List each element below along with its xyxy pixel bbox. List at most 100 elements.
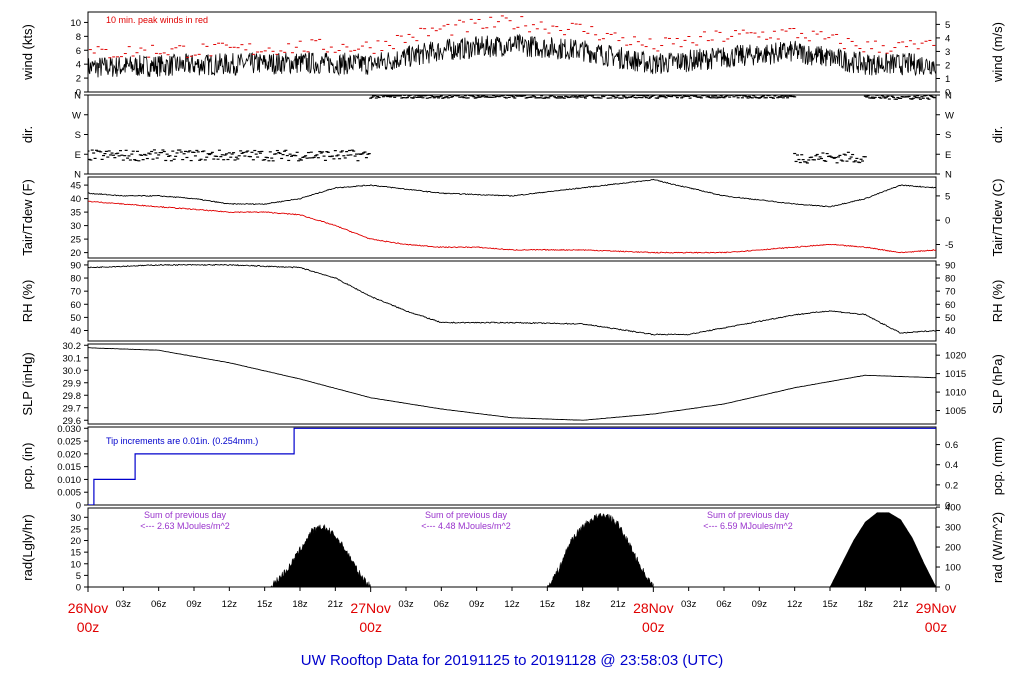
temp-tdew-line xyxy=(88,200,936,254)
wind-right-tick-label: 1 xyxy=(945,74,950,85)
slp-left-tick-label: 29.7 xyxy=(63,403,82,414)
day-label-date: 29Nov xyxy=(916,600,956,616)
slp-left-tick-label: 29.8 xyxy=(63,391,82,402)
day-label-hour: 00z xyxy=(925,619,948,635)
pcp-right-tick-label: 0.6 xyxy=(945,440,958,451)
temp-left-tick-label: 25 xyxy=(70,235,81,246)
hour-tick-label: 06z xyxy=(716,599,732,610)
dir-right-tick-label: N xyxy=(945,170,952,181)
temp-left-tick-label: 20 xyxy=(70,248,81,259)
rh-right-tick-label: 80 xyxy=(945,274,956,285)
slp-right-tick-label: 1010 xyxy=(945,388,966,399)
hour-tick-label: 09z xyxy=(469,599,485,610)
hour-tick-label: 03z xyxy=(398,599,414,610)
pcp-left-tick-label: 0.025 xyxy=(57,437,81,448)
hour-tick-label: 06z xyxy=(151,599,167,610)
panel-slp: 29.6 29.729.8 29.930.0 30.130.2 1005 1010 1015… xyxy=(20,341,1005,427)
slp-frame xyxy=(87,343,937,425)
radiation-area-1 xyxy=(270,524,371,587)
pcp-ylabel: pcp. (in) xyxy=(20,443,35,490)
hour-tick-label: 12z xyxy=(787,599,803,610)
dir-left-tick-label: N xyxy=(74,170,81,181)
pcp-left-tick-label: 0.020 xyxy=(57,449,81,460)
temp-ylabel-right: Tair/Tdew (C) xyxy=(990,178,1005,256)
dir-right-tick-label: N xyxy=(945,91,952,102)
slp-ylabel-right: SLP (hPa) xyxy=(990,354,1005,414)
rad-left-tick-label: 25 xyxy=(70,524,81,535)
rad-frame xyxy=(87,507,937,588)
wind-ylabel: wind (kts) xyxy=(20,24,35,81)
pcp-ylabel-right: pcp. (mm) xyxy=(990,437,1005,496)
hour-tick-label: 21z xyxy=(328,599,344,610)
temp-right-tick-label: 0 xyxy=(945,216,950,227)
rh-left-tick-label: 40 xyxy=(70,326,81,337)
radiation-area-2 xyxy=(547,512,654,587)
slp-left-tick-label: 29.6 xyxy=(63,416,82,427)
dir-left-tick-label: S xyxy=(75,130,81,141)
pcp-left-tick-label: 0.005 xyxy=(57,488,81,499)
temp-tair-line xyxy=(88,178,936,208)
pcp-right-tick-label: 0.4 xyxy=(945,460,958,471)
dir-ylabel: dir. xyxy=(20,126,35,143)
hour-tick-label: 21z xyxy=(610,599,626,610)
panel-temp: 20 25 30 35 40 45 -5 0 5 Tair/Tdew (F) Tair/Tdew (… xyxy=(20,176,1005,259)
pcp-frame xyxy=(87,426,937,506)
rh-left-tick-label: 50 xyxy=(70,313,81,324)
dir-right-tick-label: E xyxy=(945,150,951,161)
day-label-hour: 00z xyxy=(77,619,100,635)
rh-left-tick-label: 90 xyxy=(70,260,81,271)
slp-right-tick-label: 1020 xyxy=(945,351,966,362)
temp-data xyxy=(88,178,936,254)
slp-left-tick-label: 30.2 xyxy=(63,341,82,352)
dir-data xyxy=(88,95,936,164)
hour-tick-label: 15z xyxy=(257,599,273,610)
dir-right-tick-label: S xyxy=(945,130,951,141)
temp-ylabel: Tair/Tdew (F) xyxy=(20,179,35,256)
dir-left-tick-label: W xyxy=(72,110,81,121)
wind-right-tick-label: 4 xyxy=(945,33,950,44)
day-label-date: 28Nov xyxy=(633,600,673,616)
temp-frame xyxy=(87,176,937,259)
wind-left-tick-label: 2 xyxy=(76,74,81,85)
panel-rh: 40 50 60 70 80 90 40 50 60 70 80 90 RH (%) RH (%) xyxy=(20,260,1005,342)
dir-left-tick-label: E xyxy=(75,150,81,161)
temp-left-tick-label: 40 xyxy=(70,194,81,205)
hour-tick-label: 06z xyxy=(434,599,450,610)
rh-right-tick-label: 60 xyxy=(945,300,956,311)
rad-right-tick-label: 200 xyxy=(945,543,961,554)
dir-right-tick-label: W xyxy=(945,110,954,121)
temp-left-tick-label: 45 xyxy=(70,181,81,192)
wind-left-tick-label: 4 xyxy=(76,60,81,71)
day-label-date: 27Nov xyxy=(350,600,390,616)
rh-right-tick-label: 40 xyxy=(945,326,956,337)
chart-title: UW Rooftop Data for 20191125 to 20191128… xyxy=(301,652,723,669)
tip-increment-note: Tip increments are 0.01in. (0.254mm.) xyxy=(106,436,258,446)
slp-left-tick-label: 30.0 xyxy=(63,366,82,377)
hour-tick-label: 09z xyxy=(186,599,202,610)
daily-sum-note-line1: Sum of previous day xyxy=(707,510,790,520)
rh-data xyxy=(88,263,936,336)
rh-ylabel: RH (%) xyxy=(20,280,35,323)
pcp-right-tick-label: 0 xyxy=(945,501,950,512)
hour-tick-label: 12z xyxy=(504,599,520,610)
wind-left-tick-label: 0 xyxy=(76,88,81,99)
wind-left-tick-label: 10 xyxy=(70,18,81,29)
pcp-right-tick-label: 0.2 xyxy=(945,480,958,491)
rh-frame xyxy=(87,260,937,342)
daily-sum-note-line2: <--- 4.48 MJoules/m^2 xyxy=(421,521,511,531)
wind-speed-line xyxy=(88,33,936,79)
wind-data xyxy=(88,15,936,79)
pcp-left-tick-label: 0 xyxy=(76,501,81,512)
rh-right-tick-label: 90 xyxy=(945,260,956,271)
rad-left-tick-label: 5 xyxy=(76,571,81,582)
hour-tick-label: 09z xyxy=(752,599,768,610)
temp-right-tick-label: -5 xyxy=(945,240,953,251)
slp-left-tick-label: 29.9 xyxy=(63,378,82,389)
dir-ylabel-right: dir. xyxy=(990,126,1005,143)
rh-rh-line xyxy=(88,263,936,336)
